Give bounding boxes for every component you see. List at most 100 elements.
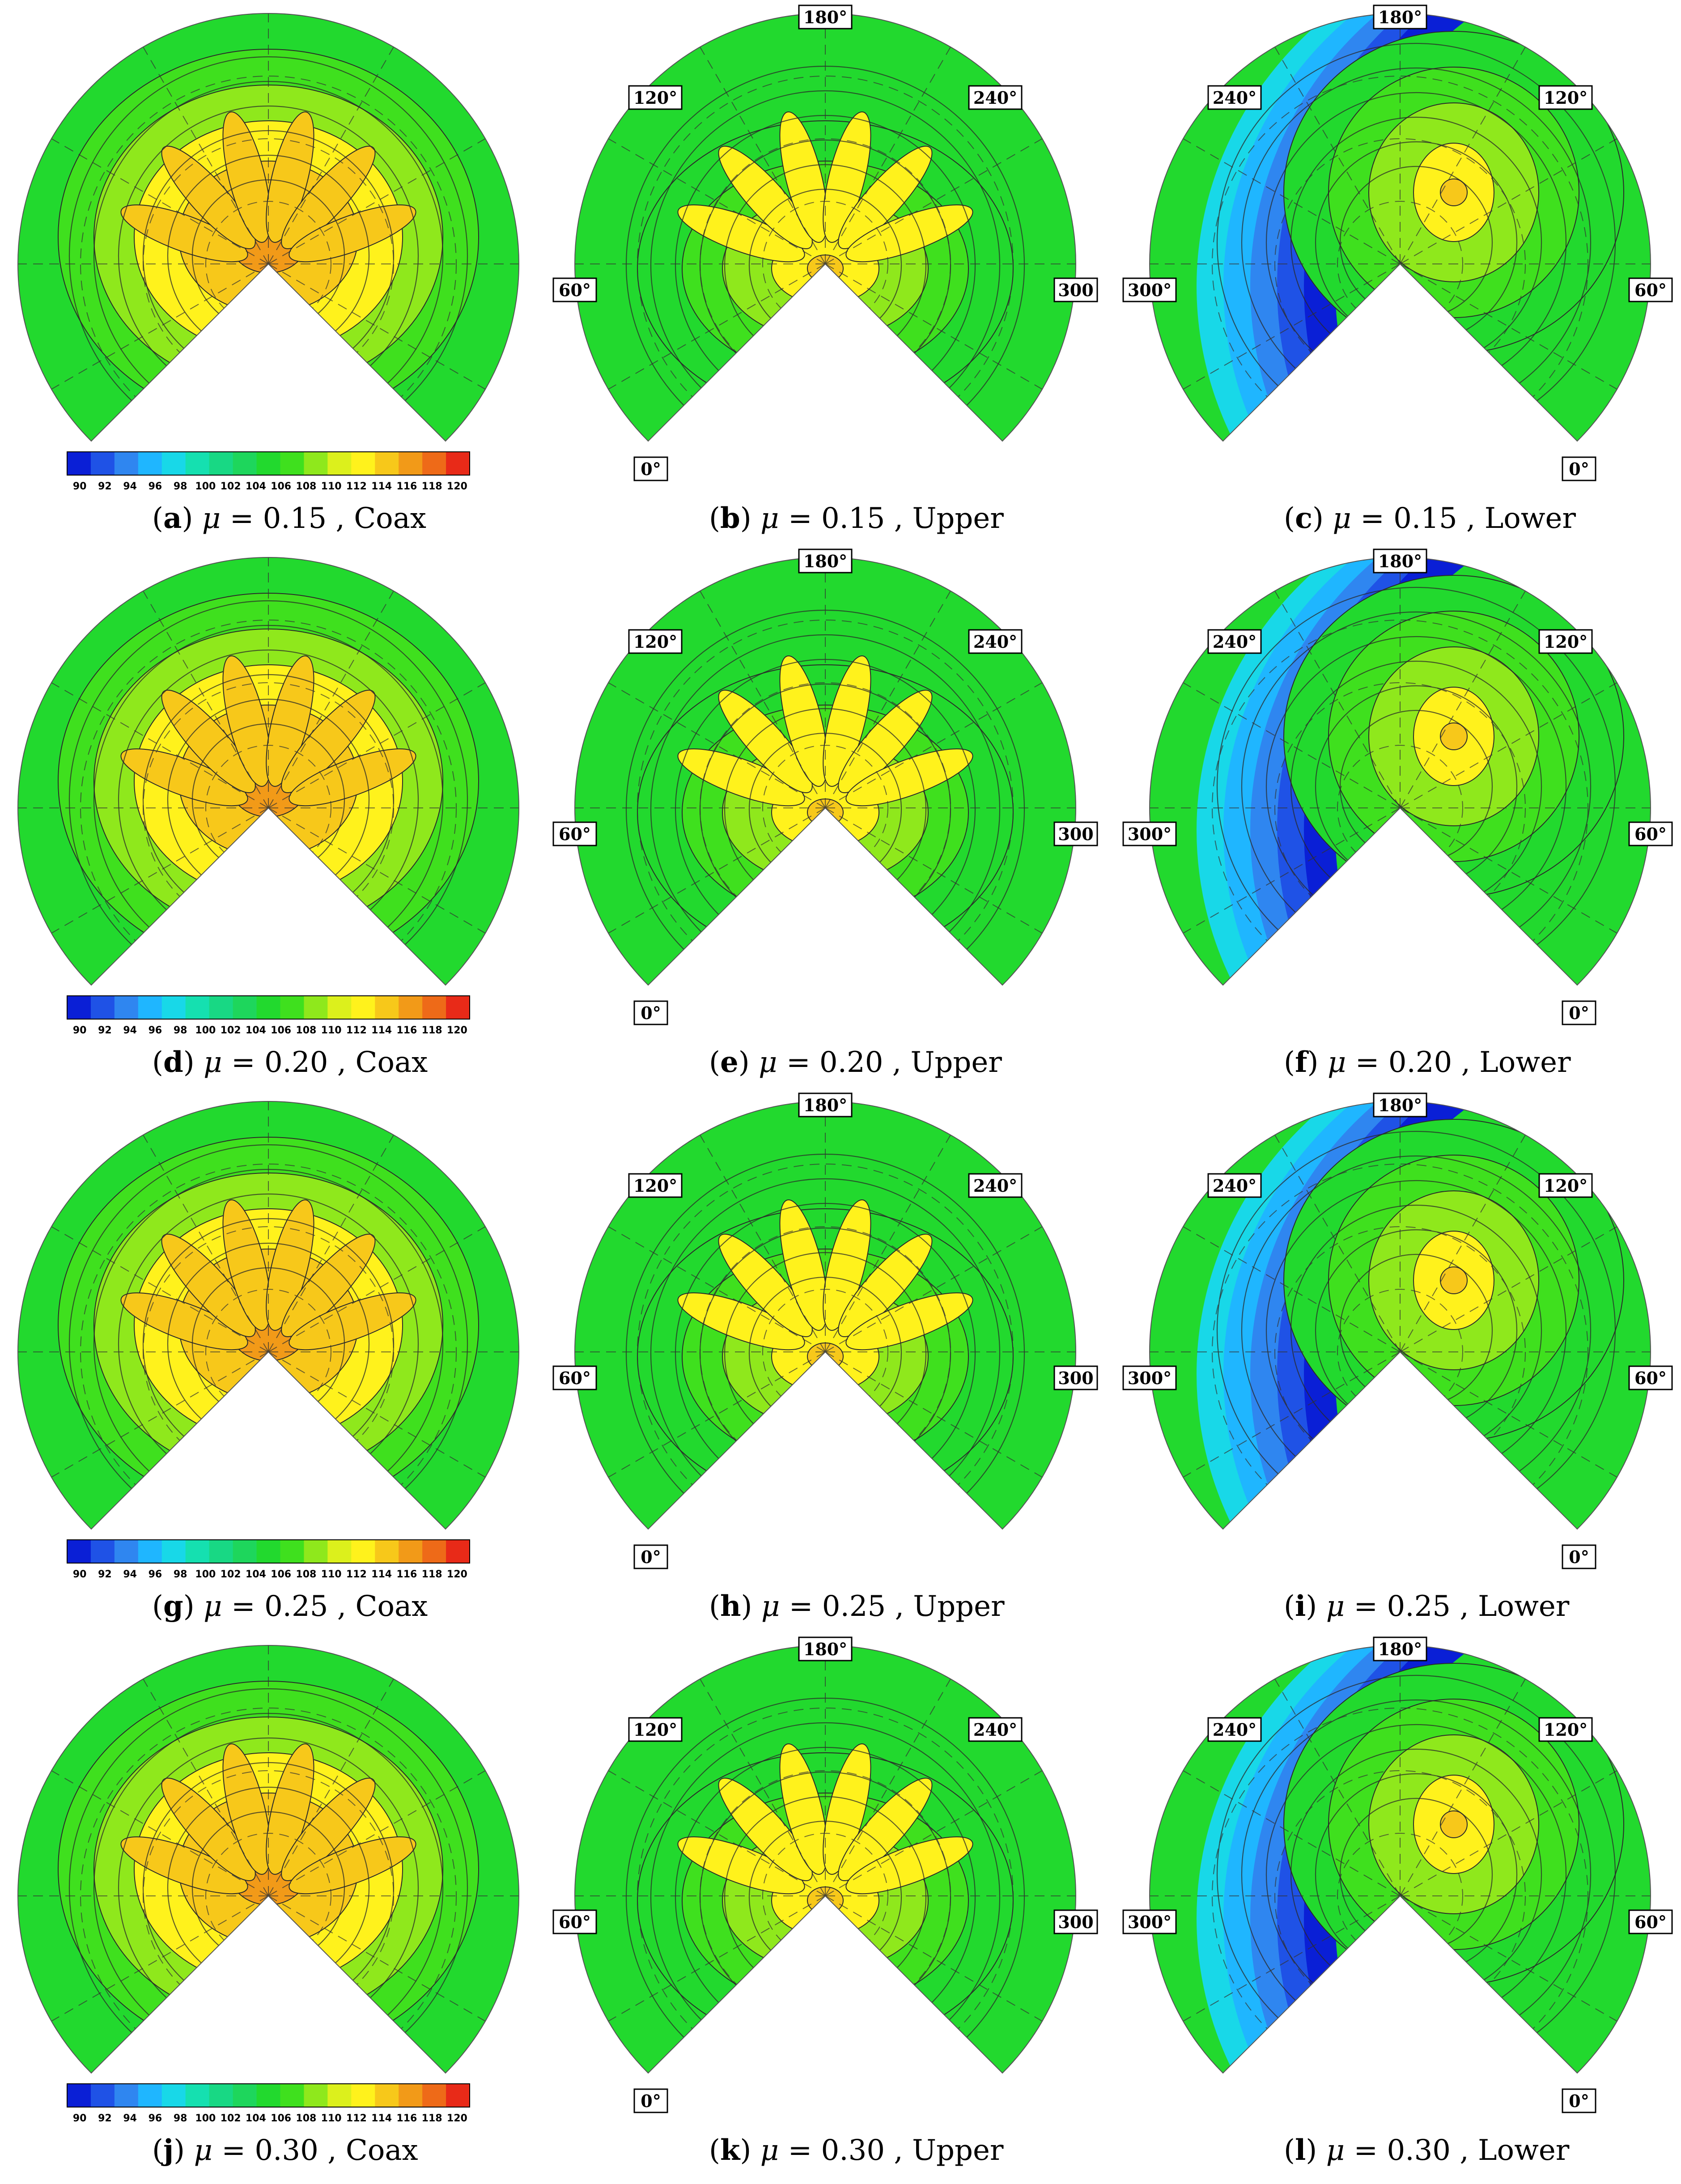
colorbar-tick-label: 90 xyxy=(73,2113,87,2124)
colorbar-swatch xyxy=(422,1540,446,1563)
angle-label-box xyxy=(968,85,1023,110)
angle-label: 240° xyxy=(1213,632,1257,652)
angle-label-box xyxy=(1053,1365,1098,1390)
colorbar-swatch xyxy=(351,2084,375,2107)
colorbar-swatch xyxy=(233,2084,257,2107)
colorbar-tick-label: 92 xyxy=(98,2113,112,2124)
caption-j: (j) μ = 0.30 , Coax xyxy=(152,2133,418,2167)
angle-label: 60° xyxy=(1634,824,1667,844)
colorbar-tick-label: 114 xyxy=(371,1569,392,1580)
angle-label: 0° xyxy=(641,459,661,479)
angle-label: 240° xyxy=(973,88,1017,108)
colorbar-tick-label: 106 xyxy=(271,2113,291,2124)
colorbar-tick-label: 114 xyxy=(371,481,392,492)
colorbar-tick-label: 92 xyxy=(98,1569,112,1580)
angle-label: 0° xyxy=(1569,1547,1589,1567)
angle-label: 60° xyxy=(559,1368,591,1388)
angle-label: 180° xyxy=(1378,1095,1422,1115)
colorbar-swatch xyxy=(327,452,352,475)
colorbar-tick-label: 120 xyxy=(447,2113,467,2124)
colorbar-tick-label: 94 xyxy=(123,2113,137,2124)
angle-label-box xyxy=(628,1173,683,1198)
angle-label: 180° xyxy=(1378,7,1422,27)
angle-label-box xyxy=(628,629,683,654)
colorbar-tick-label: 120 xyxy=(447,481,467,492)
colorbar-tick-label: 102 xyxy=(221,1569,241,1580)
colorbar-swatch xyxy=(67,452,91,475)
colorbar-swatch xyxy=(280,1540,304,1563)
caption-f: (f) μ = 0.20 , Lower xyxy=(1284,1045,1571,1079)
colorbar-tick-label: 106 xyxy=(271,481,291,492)
angle-label: 120° xyxy=(633,88,677,108)
colorbar-tick-label: 118 xyxy=(422,1569,442,1580)
colorbar-tick-label: 96 xyxy=(149,481,162,492)
colorbar-swatch xyxy=(351,996,375,1019)
colorbar-tick-label: 110 xyxy=(321,1025,342,1036)
angle-label: 0° xyxy=(641,2091,661,2111)
panel-d: 90 92 94 96 98 100 102 104 106 108 110 112 114 116 118… xyxy=(17,557,519,1079)
angle-label-box xyxy=(1628,821,1673,846)
colorbar-tick-label: 100 xyxy=(195,2113,216,2124)
colorbar-swatch xyxy=(185,2084,210,2107)
colorbar-tick-label: 116 xyxy=(396,1025,417,1036)
colorbar-tick-label: 104 xyxy=(246,1569,266,1580)
caption-c: (c) μ = 0.15 , Lower xyxy=(1284,501,1576,535)
colorbar-tick-label: 118 xyxy=(422,1025,442,1036)
colorbar-swatch xyxy=(67,996,91,1019)
colorbar-tick-label: 96 xyxy=(149,2113,162,2124)
angle-label: 240° xyxy=(973,1176,1017,1196)
colorbar-swatch xyxy=(185,452,210,475)
colorbar-tick-label: 118 xyxy=(422,2113,442,2124)
colorbar-swatch xyxy=(304,1540,328,1563)
colorbar-tick-label: 106 xyxy=(271,1025,291,1036)
colorbar-swatch xyxy=(351,1540,375,1563)
angle-label: 60° xyxy=(1634,1912,1667,1932)
angle-label-box xyxy=(1207,85,1262,110)
angle-label-box xyxy=(633,1000,668,1025)
colorbar-tick-label: 116 xyxy=(396,1569,417,1580)
colorbar-tick-label: 108 xyxy=(296,1025,316,1036)
angle-label-box xyxy=(1122,1365,1177,1390)
angle-label-box xyxy=(1538,1717,1593,1742)
colorbar: 90 92 94 96 98 100 102 104 106 108 110 112 114 116 118… xyxy=(67,2083,470,2124)
contour-field-j xyxy=(17,1645,519,2073)
colorbar: 90 92 94 96 98 100 102 104 106 108 110 112 114 116 118… xyxy=(67,995,470,1036)
colorbar-swatch xyxy=(90,452,115,475)
angle-label: 60° xyxy=(559,824,591,844)
colorbar-swatch xyxy=(422,996,446,1019)
colorbar-swatch xyxy=(209,452,233,475)
angle-label: 300 xyxy=(1058,280,1093,300)
angle-label: 120° xyxy=(1544,88,1588,108)
caption-a: (a) μ = 0.15 , Coax xyxy=(152,501,426,535)
colorbar-swatch xyxy=(399,452,423,475)
angle-label: 300° xyxy=(1128,1368,1172,1388)
colorbar-swatch xyxy=(233,1540,257,1563)
caption-e: (e) μ = 0.20 , Upper xyxy=(709,1045,1002,1079)
colorbar-swatch xyxy=(114,996,139,1019)
caption-b: (b) μ = 0.15 , Upper xyxy=(709,501,1004,535)
colorbar-swatch xyxy=(327,996,352,1019)
colorbar-swatch xyxy=(280,2084,304,2107)
colorbar-tick-label: 98 xyxy=(174,2113,187,2124)
colorbar-tick-label: 114 xyxy=(371,2113,392,2124)
angle-label: 180° xyxy=(803,1095,847,1115)
angle-label-box xyxy=(798,1092,853,1117)
angle-label: 0° xyxy=(641,1547,661,1567)
colorbar-swatch xyxy=(209,2084,233,2107)
colorbar-tick-label: 98 xyxy=(174,1025,187,1036)
colorbar-swatch xyxy=(280,996,304,1019)
colorbar-swatch xyxy=(138,452,162,475)
colorbar-tick-label: 100 xyxy=(195,481,216,492)
colorbar-swatch xyxy=(304,996,328,1019)
colorbar-tick-label: 92 xyxy=(98,1025,112,1036)
colorbar-tick-label: 120 xyxy=(447,1569,467,1580)
colorbar-tick-label: 98 xyxy=(174,1569,187,1580)
colorbar-swatch xyxy=(422,2084,446,2107)
panel-c: 180° 240° 120° 300° 60° 0° (c) μ = 0.15 , Lowe… xyxy=(1122,4,1673,535)
colorbar-tick-label: 92 xyxy=(98,481,112,492)
colorbar-swatch xyxy=(67,1540,91,1563)
angle-label: 60° xyxy=(1634,1368,1667,1388)
angle-label: 120° xyxy=(1544,1720,1588,1740)
panel-l: 180° 240° 120° 300° 60° 0° (l) μ = 0.30 , Lowe… xyxy=(1122,1636,1673,2167)
